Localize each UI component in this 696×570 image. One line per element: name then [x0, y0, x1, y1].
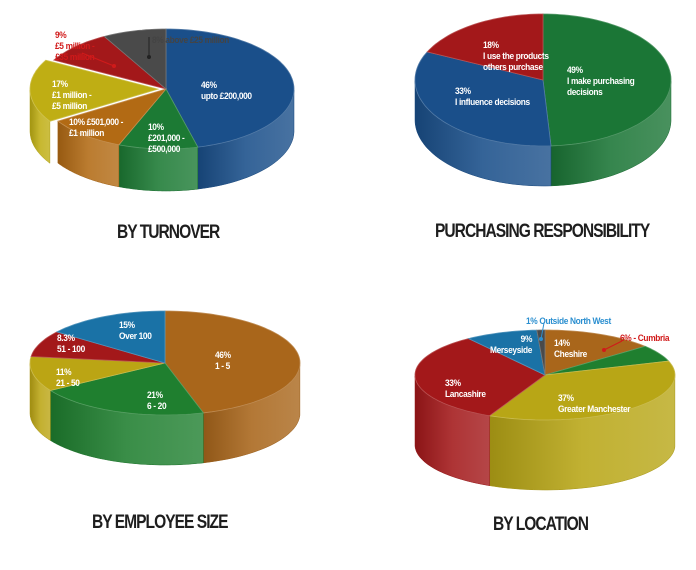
- pie-slice: [414, 51, 552, 147]
- purchasing-chart: 18% I use the products others purchase 4…: [0, 0, 696, 260]
- pie-slice: [164, 310, 301, 414]
- label-employee-orange: 46% 1 - 5: [215, 350, 231, 372]
- employee-title: BY EMPLOYEE SIZE: [92, 512, 228, 533]
- label-turnover-gray: 8% above £25 million: [152, 35, 230, 46]
- pie-side: [29, 89, 295, 192]
- pie-slice: [118, 88, 199, 150]
- label-location-lancashire: 33% Lancashire: [445, 378, 486, 400]
- label-employee-red: 8.3% 51 - 100: [57, 333, 85, 355]
- label-purchasing-green: 49% I make purchasing decisions: [567, 65, 635, 98]
- turnover-title: BY TURNOVER: [117, 222, 220, 243]
- pie-slice: [544, 345, 670, 376]
- pie-top: [29, 28, 295, 150]
- turnover-chart: 9% £5 million - £35 million 8% above £25…: [0, 0, 340, 260]
- pie-slice: [426, 13, 544, 81]
- label-location-cheshire: 14% Cheshire: [554, 338, 587, 360]
- purchasing-title: PURCHASING RESPONSIBILITY: [435, 221, 650, 242]
- label-employee-blue: 15% Over 100: [119, 320, 152, 342]
- pie-top: [414, 329, 676, 421]
- location-title: BY LOCATION: [493, 514, 589, 535]
- label-turnover-red: 9% £5 million - £35 million: [55, 30, 95, 63]
- pie-slice: [56, 88, 168, 146]
- pie-slice: [544, 329, 647, 376]
- pie-slice: [165, 28, 295, 148]
- purchasing-pie: [414, 13, 672, 187]
- location-pie: [414, 322, 676, 491]
- label-turnover-green: 10% £201,000 - £500,000: [148, 122, 185, 155]
- pie-slice: [542, 13, 672, 147]
- pie-slice: [29, 59, 160, 122]
- pie-slice: [467, 329, 546, 376]
- label-purchasing-red: 18% I use the products others purchase: [483, 40, 549, 73]
- label-location-manchester: 37% Greater Manchester: [558, 393, 631, 415]
- pie-slice: [29, 356, 166, 391]
- pie-slice: [55, 310, 166, 364]
- pie-slice: [488, 360, 676, 421]
- pie-slice: [52, 35, 167, 90]
- pie-side: [29, 363, 301, 466]
- label-turnover-yellow: 17% £1 million - £5 million: [52, 79, 92, 112]
- pie-slice: [30, 331, 166, 364]
- label-turnover-blue: 46% upto £200,000: [201, 80, 252, 102]
- employee-pie: [29, 310, 301, 466]
- label-location-cumbria: 6% - Cumbria: [620, 333, 670, 344]
- pie-slice: [536, 329, 546, 376]
- pie-top: [29, 310, 301, 416]
- pie-slice: [103, 28, 167, 90]
- label-employee-green: 21% 6 - 20: [147, 390, 167, 412]
- label-employee-yellow: 11% 21 - 50: [56, 367, 80, 389]
- pie-top: [414, 13, 672, 147]
- pie-slice: [49, 362, 205, 416]
- label-location-merseyside: 9% Merseyside: [490, 334, 533, 356]
- label-turnover-orange: 10% £501,000 - £1 million: [69, 117, 124, 139]
- pie-side: [414, 376, 676, 491]
- label-location-outside: 1% Outside North West: [526, 316, 611, 327]
- turnover-pie: [29, 28, 295, 192]
- employee-chart: 15% Over 100 8.3% 51 - 100 46% 1 - 5 11%…: [0, 0, 340, 570]
- label-purchasing-blue: 33% I influence decisions: [455, 86, 530, 108]
- pie-slice: [414, 338, 546, 417]
